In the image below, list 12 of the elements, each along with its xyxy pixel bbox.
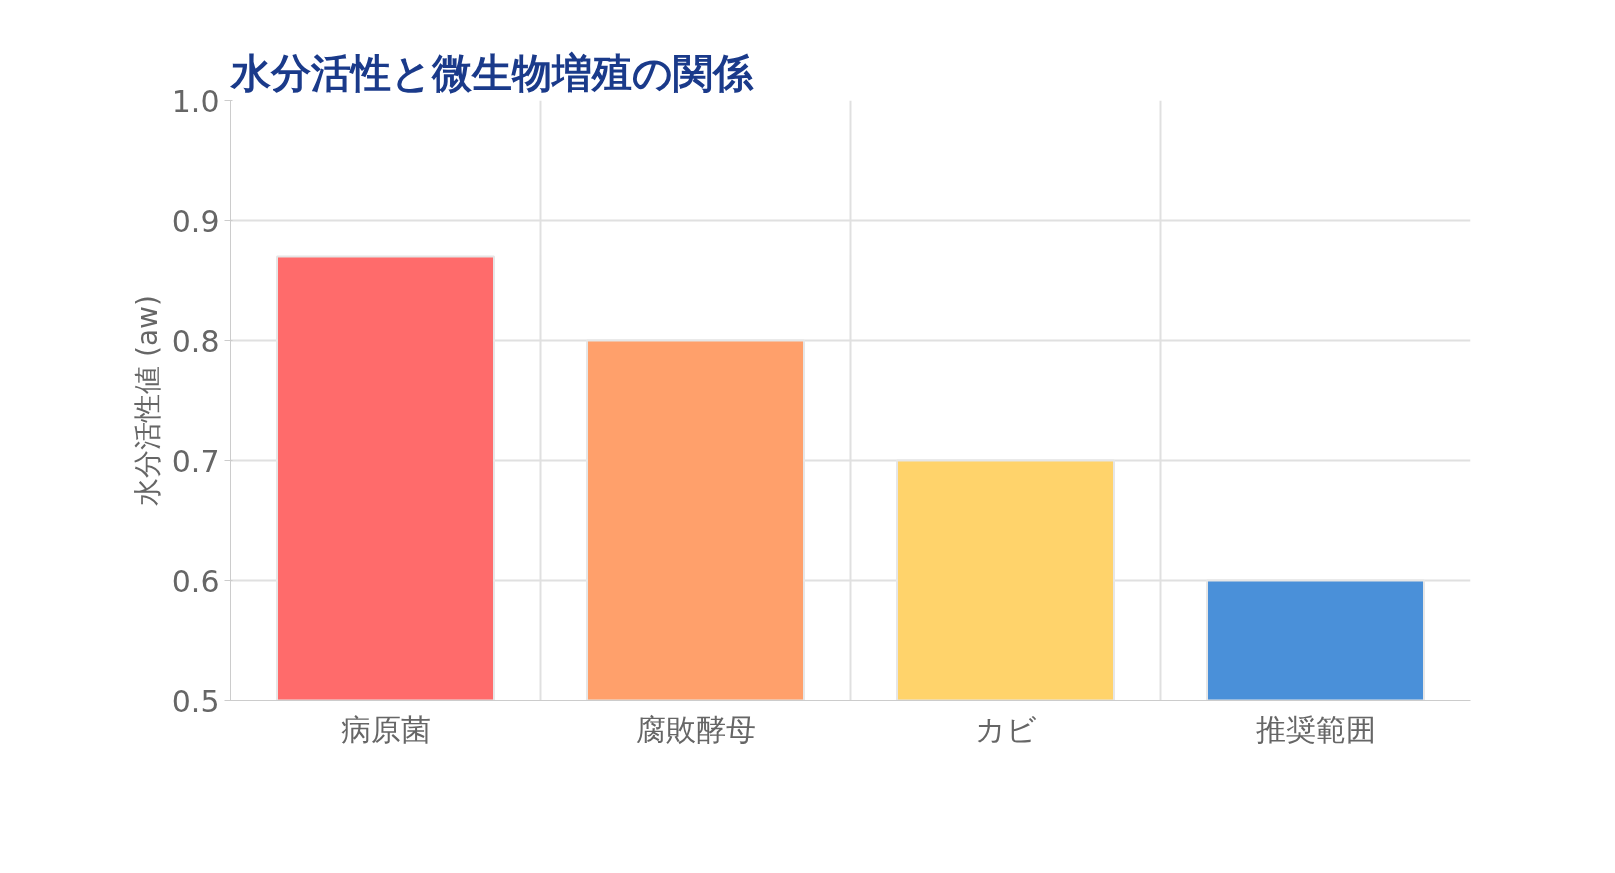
y-axis-title: 水分活性値 (aw) (130, 295, 164, 506)
chart-title: 水分活性と微生物増殖の関係 (228, 49, 754, 96)
y-tick-label: 0.5 (171, 683, 220, 719)
x-tick-label: 推奨範囲 (1255, 711, 1376, 747)
y-tick-label: 0.9 (171, 203, 220, 239)
x-tick-label: 腐敗酵母 (635, 711, 756, 747)
y-tick-label: 0.6 (171, 563, 220, 599)
x-tick-label: カビ (974, 711, 1037, 747)
y-tick-label: 0.8 (171, 323, 220, 359)
x-tick-label: 病原菌 (340, 711, 431, 747)
y-tick-label: 0.7 (171, 443, 220, 479)
y-tick-label: 1.0 (171, 83, 220, 119)
